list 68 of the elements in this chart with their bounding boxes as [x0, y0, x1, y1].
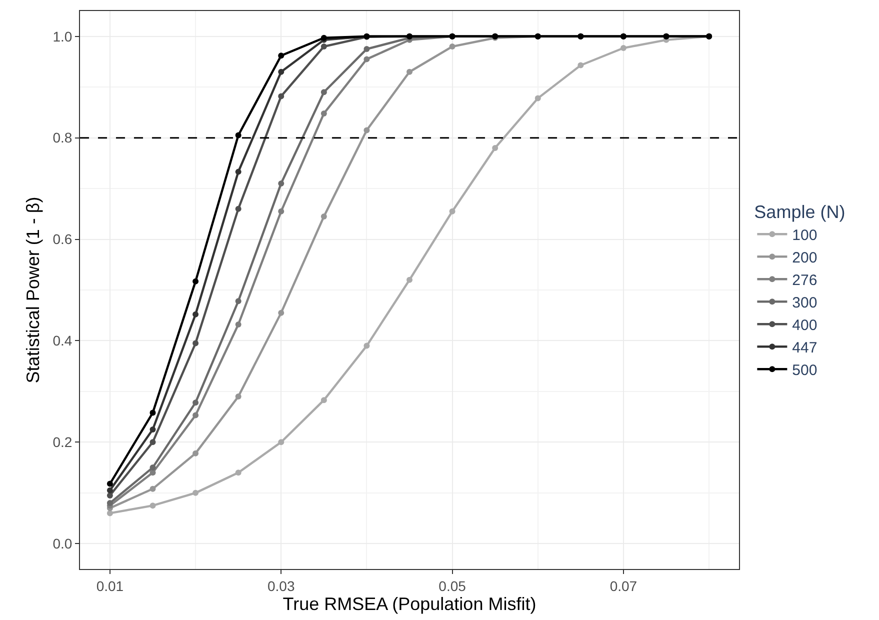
point — [235, 168, 242, 175]
legend-label: 276 — [792, 272, 818, 289]
point — [192, 490, 199, 496]
point — [192, 311, 199, 318]
point — [492, 144, 498, 151]
point — [320, 44, 327, 50]
point — [106, 487, 113, 494]
y-tick-label: 0.6 — [52, 231, 72, 248]
point — [278, 52, 284, 59]
point — [364, 46, 370, 52]
point — [320, 89, 327, 96]
point — [235, 298, 242, 304]
point — [406, 276, 412, 283]
point — [449, 44, 456, 50]
point — [449, 208, 456, 214]
point — [192, 412, 199, 418]
point — [235, 132, 242, 138]
point — [364, 56, 370, 62]
point — [150, 410, 156, 416]
point — [192, 278, 199, 284]
y-tick-label: 0.4 — [52, 332, 72, 349]
point — [192, 450, 199, 456]
point — [192, 340, 199, 346]
x-tick-label: 0.03 — [267, 578, 295, 594]
legend-label: 300 — [792, 294, 818, 312]
legend-label: 200 — [792, 250, 818, 266]
point — [106, 500, 113, 506]
point — [150, 426, 156, 432]
point — [278, 68, 284, 75]
legend-title: Sample (N) — [754, 202, 846, 222]
point — [364, 342, 370, 349]
point — [320, 397, 327, 404]
legend-label: 400 — [792, 317, 818, 334]
y-tick-label: 0.2 — [52, 434, 72, 450]
point — [364, 127, 370, 134]
point — [278, 439, 284, 446]
point — [406, 68, 412, 75]
legend-label: 100 — [792, 227, 818, 244]
x-tick-label: 0.07 — [610, 578, 638, 594]
point — [278, 180, 284, 186]
point — [278, 208, 284, 214]
x-tick-label: 0.01 — [96, 578, 124, 594]
x-tick-label: 0.05 — [438, 578, 466, 594]
point — [150, 502, 156, 509]
legend-label: 500 — [792, 362, 818, 379]
point — [150, 486, 156, 492]
point — [192, 400, 199, 406]
point — [106, 510, 113, 516]
point — [235, 470, 242, 476]
point — [278, 310, 284, 316]
point — [106, 480, 113, 487]
legend-label: 447 — [792, 340, 818, 356]
point — [534, 95, 541, 102]
point — [235, 206, 242, 212]
point — [150, 439, 156, 446]
point — [278, 93, 284, 100]
y-axis-title: Statistical Power (1 - β) — [22, 196, 43, 384]
point — [320, 110, 327, 116]
point — [150, 464, 156, 471]
point — [620, 45, 626, 52]
point — [235, 321, 242, 328]
y-tick-label: 0.8 — [52, 130, 72, 146]
x-axis-title: True RMSEA (Population Misfit) — [282, 594, 536, 614]
y-tick-label: 0.0 — [52, 536, 72, 552]
y-tick-label: 1.0 — [52, 28, 72, 44]
point — [235, 394, 242, 400]
point — [578, 62, 584, 68]
point — [320, 213, 327, 220]
